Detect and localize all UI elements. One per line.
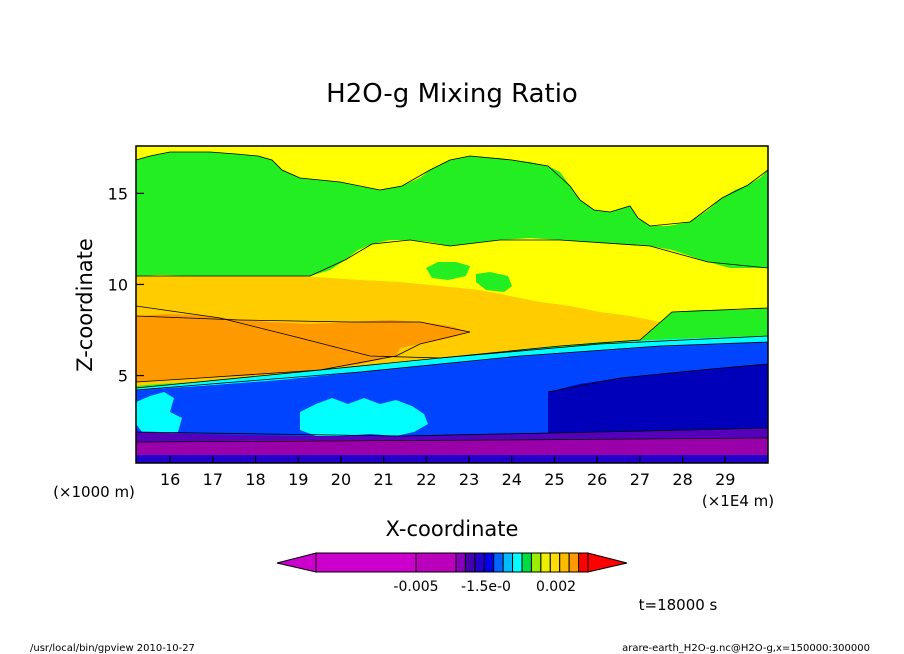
colorbar-cell [549, 552, 561, 573]
footer-left: /usr/local/bin/gpview 2010-10-27 [30, 643, 195, 654]
x-axis: 16 17 18 19 20 21 22 23 24 25 26 27 28 29 [160, 456, 735, 489]
y-axis-label: Z-coordinate [73, 238, 97, 372]
colorbar-cell [578, 552, 589, 573]
x-tick-label: 16 [160, 470, 180, 489]
colorbar-right-arrow [587, 552, 628, 573]
colorbar-cell [415, 552, 457, 573]
colorbar-cell [315, 552, 417, 573]
colorbar-cell [474, 552, 485, 573]
x-axis-label: X-coordinate [386, 517, 519, 541]
plot-frame [135, 145, 769, 464]
x-tick-label: 24 [502, 470, 522, 489]
colorbar-cell [521, 552, 532, 573]
x-tick-label: 23 [459, 470, 479, 489]
colorbar-cell [540, 552, 551, 573]
contour-lines [136, 151, 768, 443]
y-tick-label: 10 [108, 275, 128, 294]
colorbar-cell [512, 552, 523, 573]
time-annotation: t=18000 s [639, 596, 718, 614]
colorbar-label-mid: -1.5e-0 [461, 579, 511, 595]
colorbar-cell [502, 552, 514, 573]
x-tick-label: 17 [203, 470, 223, 489]
y-axis-unit: (×1000 m) [53, 483, 135, 501]
chart-title: H2O-g Mixing Ratio [326, 79, 578, 109]
colorbar-cell [483, 552, 495, 573]
colorbar-label-max: 0.002 [536, 579, 576, 595]
x-tick-label: 21 [373, 470, 393, 489]
band-orange [136, 314, 470, 382]
x-tick-label: 20 [331, 470, 351, 489]
colorbar-cell [455, 552, 466, 573]
x-tick-label: 26 [587, 470, 607, 489]
colorbar-cell [464, 552, 476, 573]
x-axis-unit: (×1E4 m) [702, 492, 774, 510]
footer-right: arare-earth_H2O-g.nc@H2O-g,x=150000:3000… [622, 643, 870, 654]
y-axis: 5 10 15 [108, 184, 144, 386]
band-violet [136, 438, 768, 455]
x-tick-label: 22 [416, 470, 436, 489]
colorbar-cell [493, 552, 504, 573]
colorbar-left-arrow [276, 552, 317, 573]
band-bottom-indigo [136, 455, 768, 463]
x-tick-label: 19 [288, 470, 308, 489]
band-upper-yellow [136, 146, 768, 226]
band-green-blobs [426, 262, 512, 292]
x-tick-label: 29 [715, 470, 735, 489]
colorbar-cell [568, 552, 580, 573]
plot-area [136, 146, 768, 463]
x-tick-label: 25 [544, 470, 564, 489]
colorbar: -0.005 -1.5e-0 0.002 [276, 552, 628, 595]
colorbar-label-min: -0.005 [393, 579, 438, 595]
x-tick-label: 18 [245, 470, 265, 489]
y-tick-label: 15 [108, 184, 128, 203]
colorbar-cell [559, 552, 570, 573]
x-tick-label: 28 [672, 470, 692, 489]
band-cyan-patches [136, 392, 428, 436]
x-tick-label: 27 [630, 470, 650, 489]
colorbar-cell [530, 552, 542, 573]
y-tick-label: 5 [118, 367, 128, 386]
